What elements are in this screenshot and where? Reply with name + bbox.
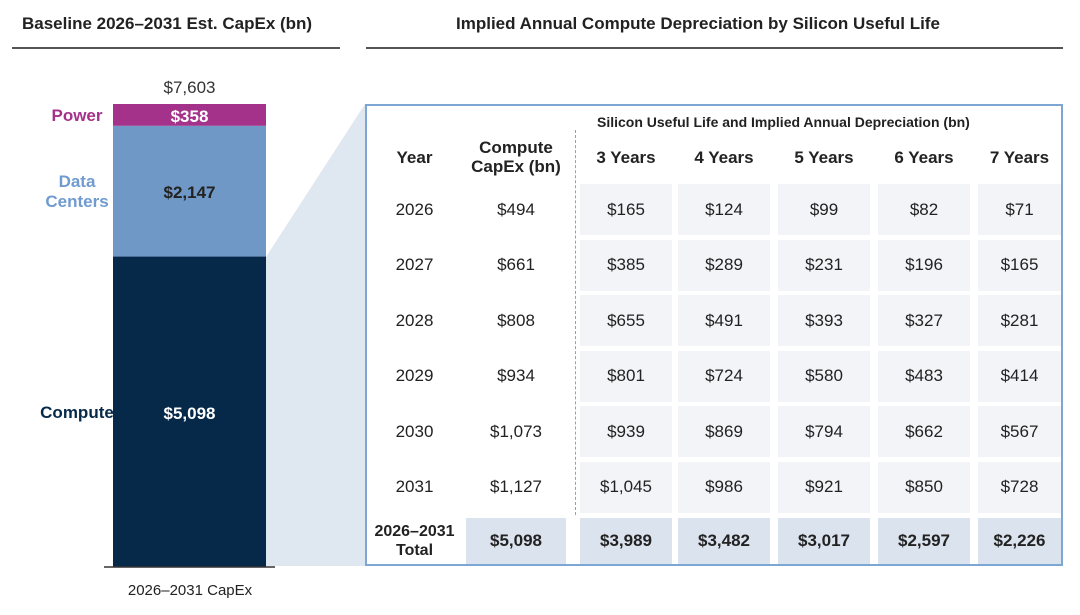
x-axis-category-label: 2026–2031 CapEx xyxy=(128,582,253,599)
table-dashed-divider xyxy=(575,130,576,515)
table-cell-r5-c0: 2031 xyxy=(395,477,434,496)
table-cell-r2-c0: 2028 xyxy=(395,310,434,330)
right-title-rule xyxy=(366,47,1063,49)
total-row-cell-0: 2026–2031 Total xyxy=(374,523,455,559)
table-cell-r3-c3: $724 xyxy=(678,350,770,402)
table-cell-r5-c5: $850 xyxy=(878,461,970,513)
table-cell-r5-c2: $1,045 xyxy=(580,461,672,513)
total-row-cell-6: $2,226 xyxy=(978,518,1061,564)
table-cell-r3-c4: $580 xyxy=(778,350,870,402)
table-cell-r2-c6: $281 xyxy=(978,295,1061,346)
table-cell-r0-c5: $82 xyxy=(878,184,970,235)
column-header-1: Compute CapEx (bn) xyxy=(471,138,561,176)
table-cell-r1-c6: $165 xyxy=(978,239,1061,291)
table-cell-r3-c6: $414 xyxy=(978,350,1061,402)
table-cell-r4-c2: $939 xyxy=(580,406,672,457)
table-cell-r5-c3: $986 xyxy=(678,461,770,513)
callout-wedge xyxy=(266,104,365,566)
bar-value-label-compute: $5,098 xyxy=(164,404,216,423)
column-header-5: 6 Years xyxy=(894,147,954,167)
table-cell-r2-c4: $393 xyxy=(778,295,870,346)
right-chart-title: Implied Annual Compute Depreciation by S… xyxy=(456,14,940,33)
table-cell-r0-c0: 2026 xyxy=(395,199,434,219)
bar-value-label-data-centers: $2,147 xyxy=(164,183,216,202)
total-row-cell-5: $2,597 xyxy=(878,518,970,564)
table-cell-r1-c3: $289 xyxy=(678,239,770,291)
left-chart-title: Baseline 2026–2031 Est. CapEx (bn) xyxy=(22,14,313,33)
table-cell-r2-c5: $327 xyxy=(878,295,970,346)
left-title-rule xyxy=(12,47,340,49)
table-cell-r1-c1: $661 xyxy=(497,255,535,274)
table-cell-r0-c4: $99 xyxy=(778,184,870,235)
table-cell-r0-c1: $494 xyxy=(497,199,535,219)
table-cell-r1-c0: 2027 xyxy=(395,255,434,274)
table-cell-r5-c6: $728 xyxy=(978,461,1061,513)
table-cell-r3-c1: $934 xyxy=(497,366,535,385)
column-header-4: 5 Years xyxy=(794,147,854,167)
table-super-header: Silicon Useful Life and Implied Annual D… xyxy=(597,114,970,130)
table-cell-r1-c5: $196 xyxy=(878,239,970,291)
table-cell-r0-c6: $71 xyxy=(978,184,1061,235)
column-header-6: 7 Years xyxy=(989,147,1050,167)
total-row-cell-1: $5,098 xyxy=(466,518,566,564)
table-cell-r4-c6: $567 xyxy=(978,406,1061,457)
table-cell-r4-c0: 2030 xyxy=(395,421,434,441)
table-cell-r4-c3: $869 xyxy=(678,406,770,457)
legend-label-power: Power xyxy=(51,106,102,125)
table-cell-r2-c1: $808 xyxy=(497,310,535,330)
table-cell-r3-c5: $483 xyxy=(878,350,970,402)
table-cell-r3-c2: $801 xyxy=(580,350,672,402)
bar-value-label-power: $358 xyxy=(171,107,209,126)
column-header-0: Year xyxy=(396,147,433,167)
bar-total-label: $7,603 xyxy=(164,78,216,97)
table-cell-r4-c4: $794 xyxy=(778,406,870,457)
table-cell-r0-c3: $124 xyxy=(678,184,770,235)
bar-segment-data-centers xyxy=(113,125,266,257)
table-cell-r5-c1: $1,127 xyxy=(490,477,542,496)
table-cell-r4-c1: $1,073 xyxy=(490,421,542,441)
total-row-cell-2: $3,989 xyxy=(580,518,672,564)
bar-segment-power xyxy=(113,104,266,126)
table-cell-r2-c2: $655 xyxy=(580,295,672,346)
table-cell-r5-c4: $921 xyxy=(778,461,870,513)
table-cell-r1-c2: $385 xyxy=(580,239,672,291)
table-cell-r3-c0: 2029 xyxy=(395,366,434,385)
legend-label-data-centers: Data Centers xyxy=(45,172,108,211)
total-row-cell-4: $3,017 xyxy=(778,518,870,564)
column-header-3: 4 Years xyxy=(694,147,754,167)
table-cell-r0-c2: $165 xyxy=(580,184,672,235)
table-cell-r2-c3: $491 xyxy=(678,295,770,346)
total-row-cell-3: $3,482 xyxy=(678,518,770,564)
legend-label-compute: Compute xyxy=(40,403,114,422)
bar-segment-compute xyxy=(113,256,266,567)
column-header-2: 3 Years xyxy=(596,147,656,167)
table-cell-r4-c5: $662 xyxy=(878,406,970,457)
table-cell-r1-c4: $231 xyxy=(778,239,870,291)
